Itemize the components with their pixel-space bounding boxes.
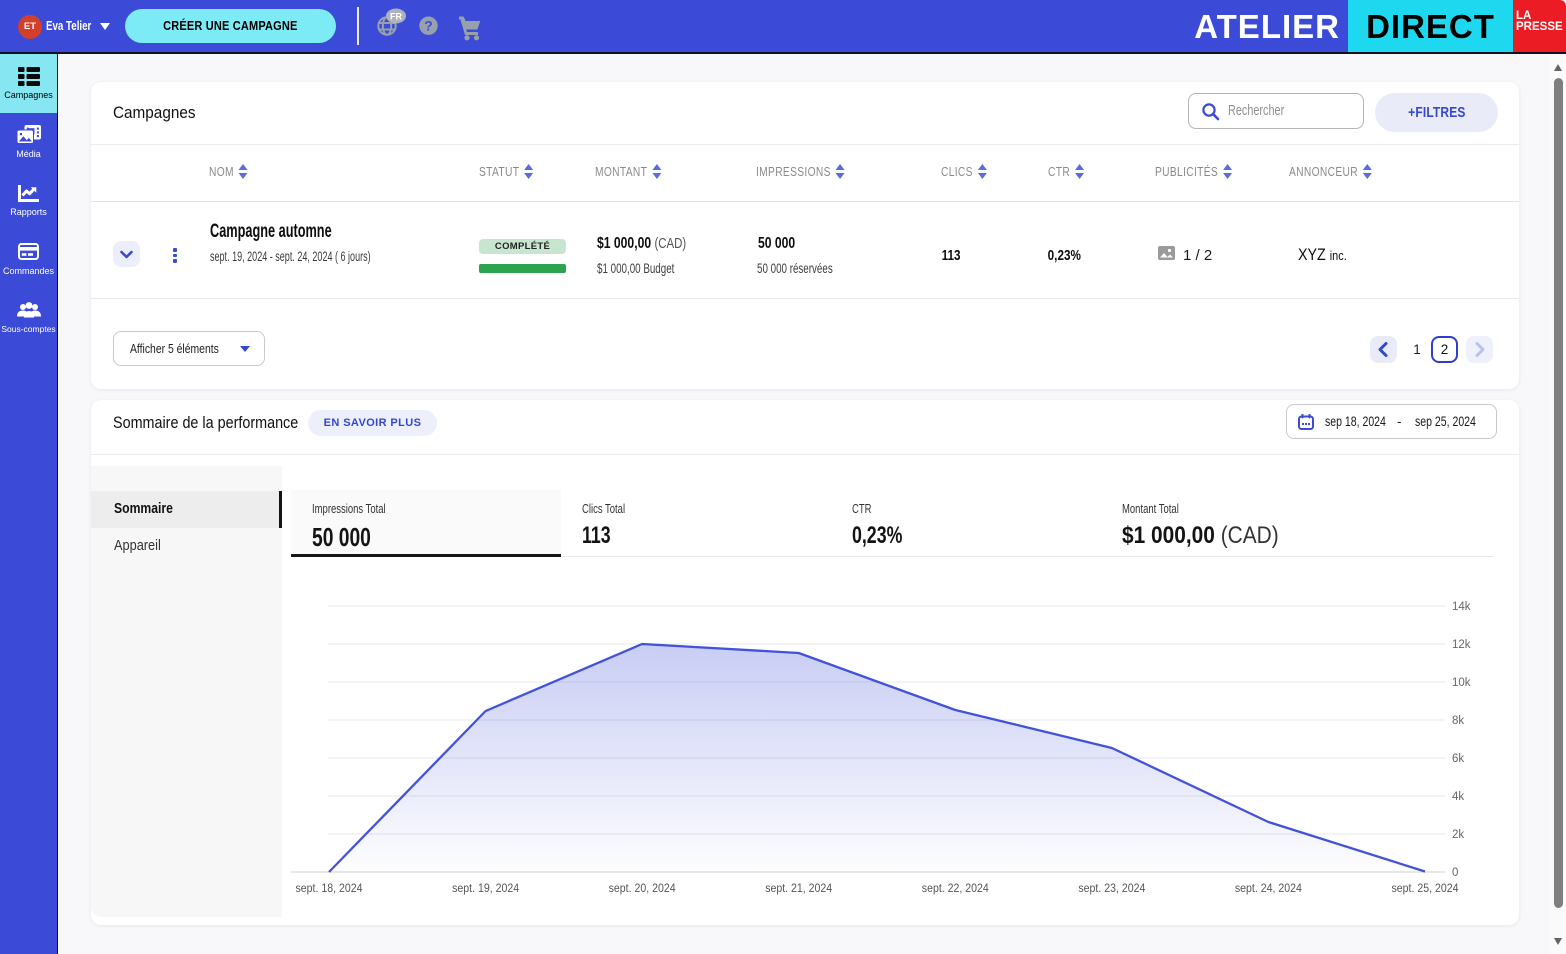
svg-text:12k: 12k [1452, 639, 1471, 651]
svg-text:sept. 24, 2024: sept. 24, 2024 [1235, 881, 1302, 895]
svg-text:sept. 21, 2024: sept. 21, 2024 [765, 881, 832, 895]
svg-text:?: ? [424, 18, 433, 34]
svg-text:sept. 23, 2024: sept. 23, 2024 [1078, 881, 1145, 895]
svg-text:sept. 18, 2024: sept. 18, 2024 [296, 881, 363, 895]
svg-text:10k: 10k [1452, 677, 1471, 689]
svg-text:sept. 25, 2024: sept. 25, 2024 [1392, 881, 1459, 895]
svg-text:6k: 6k [1452, 753, 1464, 765]
svg-text:sept. 20, 2024: sept. 20, 2024 [609, 881, 676, 895]
svg-text:8k: 8k [1452, 715, 1464, 727]
svg-text:sept. 22, 2024: sept. 22, 2024 [922, 881, 989, 895]
svg-text:4k: 4k [1452, 791, 1464, 803]
svg-text:sept. 19, 2024: sept. 19, 2024 [452, 881, 519, 895]
svg-text:14k: 14k [1452, 601, 1471, 613]
svg-text:0: 0 [1452, 867, 1458, 879]
svg-text:FR: FR [390, 12, 402, 22]
svg-text:2k: 2k [1452, 829, 1464, 841]
